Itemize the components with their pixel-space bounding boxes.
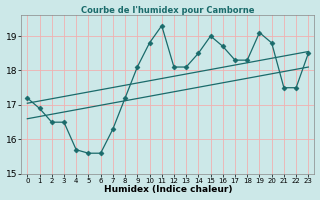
X-axis label: Humidex (Indice chaleur): Humidex (Indice chaleur) xyxy=(104,185,232,194)
Title: Courbe de l'humidex pour Camborne: Courbe de l'humidex pour Camborne xyxy=(81,6,255,15)
